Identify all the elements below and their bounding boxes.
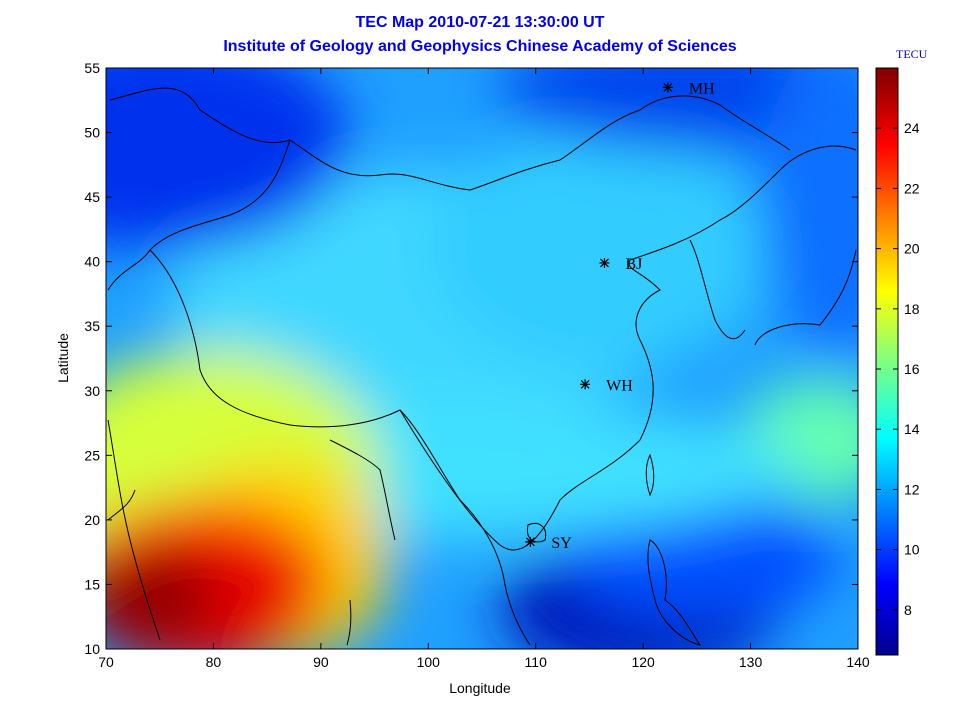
y-tick-label: 40 bbox=[84, 254, 100, 270]
station-mh: MH bbox=[662, 80, 715, 97]
y-tick-label: 55 bbox=[84, 60, 100, 76]
tec-heatmap bbox=[106, 68, 858, 649]
colorbar-unit-label: TECU bbox=[896, 47, 928, 61]
y-tick-label: 25 bbox=[84, 447, 100, 463]
y-tick-label: 50 bbox=[84, 125, 100, 141]
x-axis-label: Longitude bbox=[449, 680, 511, 696]
colorbar-tick-label: 12 bbox=[904, 481, 920, 497]
map-title: TEC Map 2010-07-21 13:30:00 UT bbox=[355, 14, 605, 31]
colorbar-tick-label: 10 bbox=[904, 542, 920, 558]
y-tick-label: 15 bbox=[84, 576, 100, 592]
plot-frame bbox=[105, 67, 859, 650]
x-axis: 70 80 90 100 110 120 130 140 bbox=[98, 68, 870, 670]
station-marker-icon bbox=[662, 82, 673, 93]
x-tick-label: 130 bbox=[739, 654, 763, 670]
y-tick-label: 30 bbox=[84, 383, 100, 399]
y-tick-label: 10 bbox=[84, 641, 100, 657]
station-sy: SY bbox=[525, 535, 572, 552]
station-label: MH bbox=[689, 80, 715, 97]
colorbar-tick-label: 14 bbox=[904, 421, 920, 437]
x-tick-label: 80 bbox=[206, 654, 222, 670]
station-markers: MH BJ WH SY bbox=[525, 80, 715, 552]
y-tick-label: 20 bbox=[84, 512, 100, 528]
colorbar-tick-label: 20 bbox=[904, 241, 920, 257]
x-tick-label: 120 bbox=[631, 654, 655, 670]
map-subtitle: Institute of Geology and Geophysics Chin… bbox=[223, 38, 737, 55]
station-label: SY bbox=[551, 535, 572, 552]
station-marker-icon bbox=[599, 257, 610, 268]
x-tick-label: 90 bbox=[313, 654, 329, 670]
colorbar-tick-label: 16 bbox=[904, 361, 920, 377]
coastlines-borders bbox=[107, 87, 857, 646]
colorbar-ticks: 8 10 12 14 16 18 20 22 24 bbox=[876, 120, 920, 618]
colorbar-tick-label: 18 bbox=[904, 301, 920, 317]
colorbar-tick-label: 24 bbox=[904, 120, 920, 136]
station-marker-icon bbox=[580, 379, 591, 390]
y-axis-label: Latitude bbox=[55, 333, 71, 383]
y-tick-label: 35 bbox=[84, 318, 100, 334]
station-wh: WH bbox=[580, 377, 633, 394]
y-axis: 10 15 20 25 30 35 40 45 50 55 bbox=[84, 60, 858, 657]
x-tick-label: 100 bbox=[417, 654, 441, 670]
x-tick-label: 110 bbox=[525, 654, 548, 670]
colorbar-tick-label: 22 bbox=[904, 180, 920, 196]
station-bj: BJ bbox=[599, 256, 642, 273]
colorbar-tick-label: 8 bbox=[904, 602, 912, 618]
station-label: WH bbox=[606, 377, 633, 394]
station-label: BJ bbox=[625, 256, 642, 273]
station-marker-icon bbox=[525, 536, 536, 547]
colorbar bbox=[875, 67, 899, 656]
x-tick-label: 140 bbox=[846, 654, 870, 670]
y-tick-label: 45 bbox=[84, 189, 100, 205]
x-tick-label: 70 bbox=[98, 654, 114, 670]
